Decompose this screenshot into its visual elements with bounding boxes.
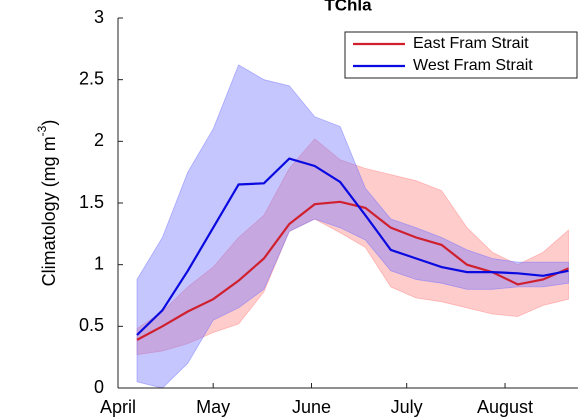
y-label-text: Climatology (mg m (39, 136, 59, 286)
x-tick-label: July (391, 397, 423, 417)
legend-label: West Fram Strait (413, 57, 533, 74)
chart-title: TChla (324, 0, 372, 14)
y-axis-label: Climatology (mg m-3) (35, 120, 59, 287)
legend-box (344, 31, 578, 79)
line (136, 157, 569, 336)
x-tick-label: April (100, 397, 136, 417)
x-tick-label: June (292, 397, 331, 417)
y-tick-label: 0.5 (79, 315, 104, 335)
y-tick-label: 2 (94, 130, 104, 150)
y-label-sup: -3 (35, 125, 49, 136)
legend-label: East Fram Strait (413, 35, 529, 52)
y-label-end: ) (39, 120, 59, 126)
y-tick-label: 0 (94, 377, 104, 397)
band (136, 64, 569, 389)
y-tick-label: 1.5 (79, 192, 104, 212)
band (136, 138, 569, 356)
y-tick-label: 2.5 (79, 68, 104, 88)
x-tick-label: August (477, 397, 533, 417)
x-tick-label: May (196, 397, 230, 417)
y-tick-label: 3 (94, 7, 104, 27)
y-tick-label: 1 (94, 253, 104, 273)
line (136, 200, 569, 341)
